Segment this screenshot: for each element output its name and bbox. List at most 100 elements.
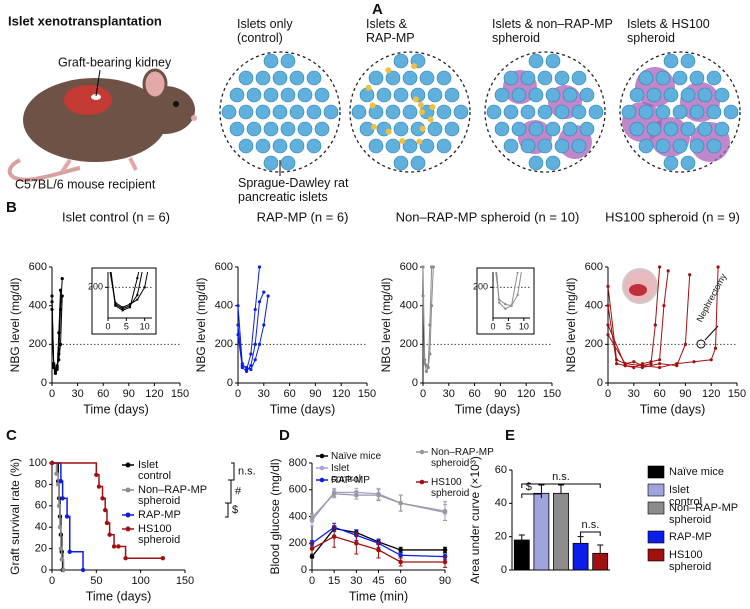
inset-plot <box>495 225 525 310</box>
point <box>658 362 662 366</box>
annotation: # <box>235 485 242 497</box>
text-line: spheroid <box>138 495 180 507</box>
point <box>128 306 132 309</box>
point <box>60 294 64 298</box>
legend-label: Islet control <box>138 459 171 482</box>
group-label: Islets only (control) <box>237 17 296 45</box>
islet <box>655 104 671 120</box>
point <box>649 360 653 364</box>
microparticle <box>416 138 423 145</box>
islet <box>436 104 452 120</box>
text-line: RAP-MP <box>366 31 415 45</box>
x-tick-label: 90 <box>439 575 451 587</box>
islet <box>323 104 339 120</box>
point <box>675 362 679 366</box>
microparticle <box>412 96 419 103</box>
point <box>606 304 610 308</box>
point <box>688 273 692 277</box>
islet <box>672 104 688 120</box>
x-tick-label: 45 <box>372 575 384 587</box>
text-line: Islet <box>331 463 352 474</box>
x-tick-label: 120 <box>517 388 535 400</box>
x-tick-label: 0 <box>490 321 495 331</box>
bracket <box>580 531 601 536</box>
group-label: Islets & RAP-MP <box>366 17 415 45</box>
point <box>309 515 315 521</box>
point <box>516 272 519 274</box>
point <box>376 492 381 498</box>
x-tick-label: 15 <box>328 575 340 587</box>
islet <box>263 155 279 171</box>
point <box>497 301 501 304</box>
bar <box>533 492 550 571</box>
bar <box>592 552 609 571</box>
mouse-label: C57BL/6 mouse recipient <box>15 177 156 191</box>
text-line: spheroid <box>431 488 469 499</box>
islet <box>629 87 645 103</box>
legend-label: HS100 spheroid <box>138 523 180 546</box>
legend-swatch <box>419 449 425 455</box>
chart-title: Non–RAP-MP spheroid (n = 10) <box>396 209 580 224</box>
text-line: Islet <box>669 484 692 496</box>
legend-swatch <box>125 512 131 518</box>
x-tick-label: 120 <box>702 388 720 400</box>
dishes <box>219 51 741 173</box>
point <box>331 534 337 539</box>
islet <box>229 87 245 103</box>
y-tick-label: 20 <box>35 543 47 555</box>
islet <box>511 121 527 137</box>
point <box>151 234 153 236</box>
bar <box>572 542 589 571</box>
microparticle <box>369 102 376 109</box>
point <box>52 362 56 366</box>
islet <box>410 155 426 171</box>
x-tick-label: 30 <box>443 388 455 400</box>
y-tick-label: 80 <box>35 478 47 490</box>
islet <box>238 104 254 120</box>
islet <box>272 138 288 154</box>
annotation: $ <box>526 481 532 493</box>
y-tick-label: 400 <box>29 300 47 312</box>
legend-swatch <box>647 548 665 562</box>
islet <box>554 70 570 86</box>
point <box>114 301 117 304</box>
point <box>257 300 262 304</box>
y-tick-label: 0 <box>41 564 47 576</box>
y-tick-label: 200 <box>88 282 103 292</box>
islet <box>714 87 730 103</box>
point <box>257 342 262 346</box>
x-tick-label: 0 <box>605 388 611 400</box>
photo-graft <box>629 284 647 296</box>
point <box>253 358 257 362</box>
islet <box>376 87 392 103</box>
text-line: spheroid <box>669 561 711 573</box>
x-tick-label: 60 <box>653 388 665 400</box>
text-line: Non–RAP-MP <box>669 502 741 514</box>
islet <box>537 138 553 154</box>
point <box>121 309 124 312</box>
islet <box>280 53 296 69</box>
islet <box>571 70 587 86</box>
point <box>523 225 525 227</box>
islet <box>419 70 435 86</box>
point <box>606 284 610 288</box>
text-line: spheroid <box>431 458 469 469</box>
x-tick-label: 150 <box>728 388 746 400</box>
islet <box>393 155 409 171</box>
point <box>59 557 64 562</box>
point <box>430 304 434 308</box>
bracket <box>521 493 542 498</box>
chart-title: HS100 spheroid (n = 9) <box>605 209 740 224</box>
islet <box>393 87 409 103</box>
point <box>143 243 145 245</box>
x-tick-label: 0 <box>309 575 315 587</box>
islet <box>697 121 713 137</box>
y-axis-label: Graft survival rate (%) <box>8 458 22 575</box>
y-tick-label: 600 <box>400 261 418 273</box>
y-tick-label: 600 <box>585 261 603 273</box>
islet <box>351 104 367 120</box>
y-tick-label: 60 <box>35 500 47 512</box>
legend-label: Non–RAP-MP spheroid <box>138 484 210 507</box>
legend-label: Islet control <box>669 484 702 508</box>
